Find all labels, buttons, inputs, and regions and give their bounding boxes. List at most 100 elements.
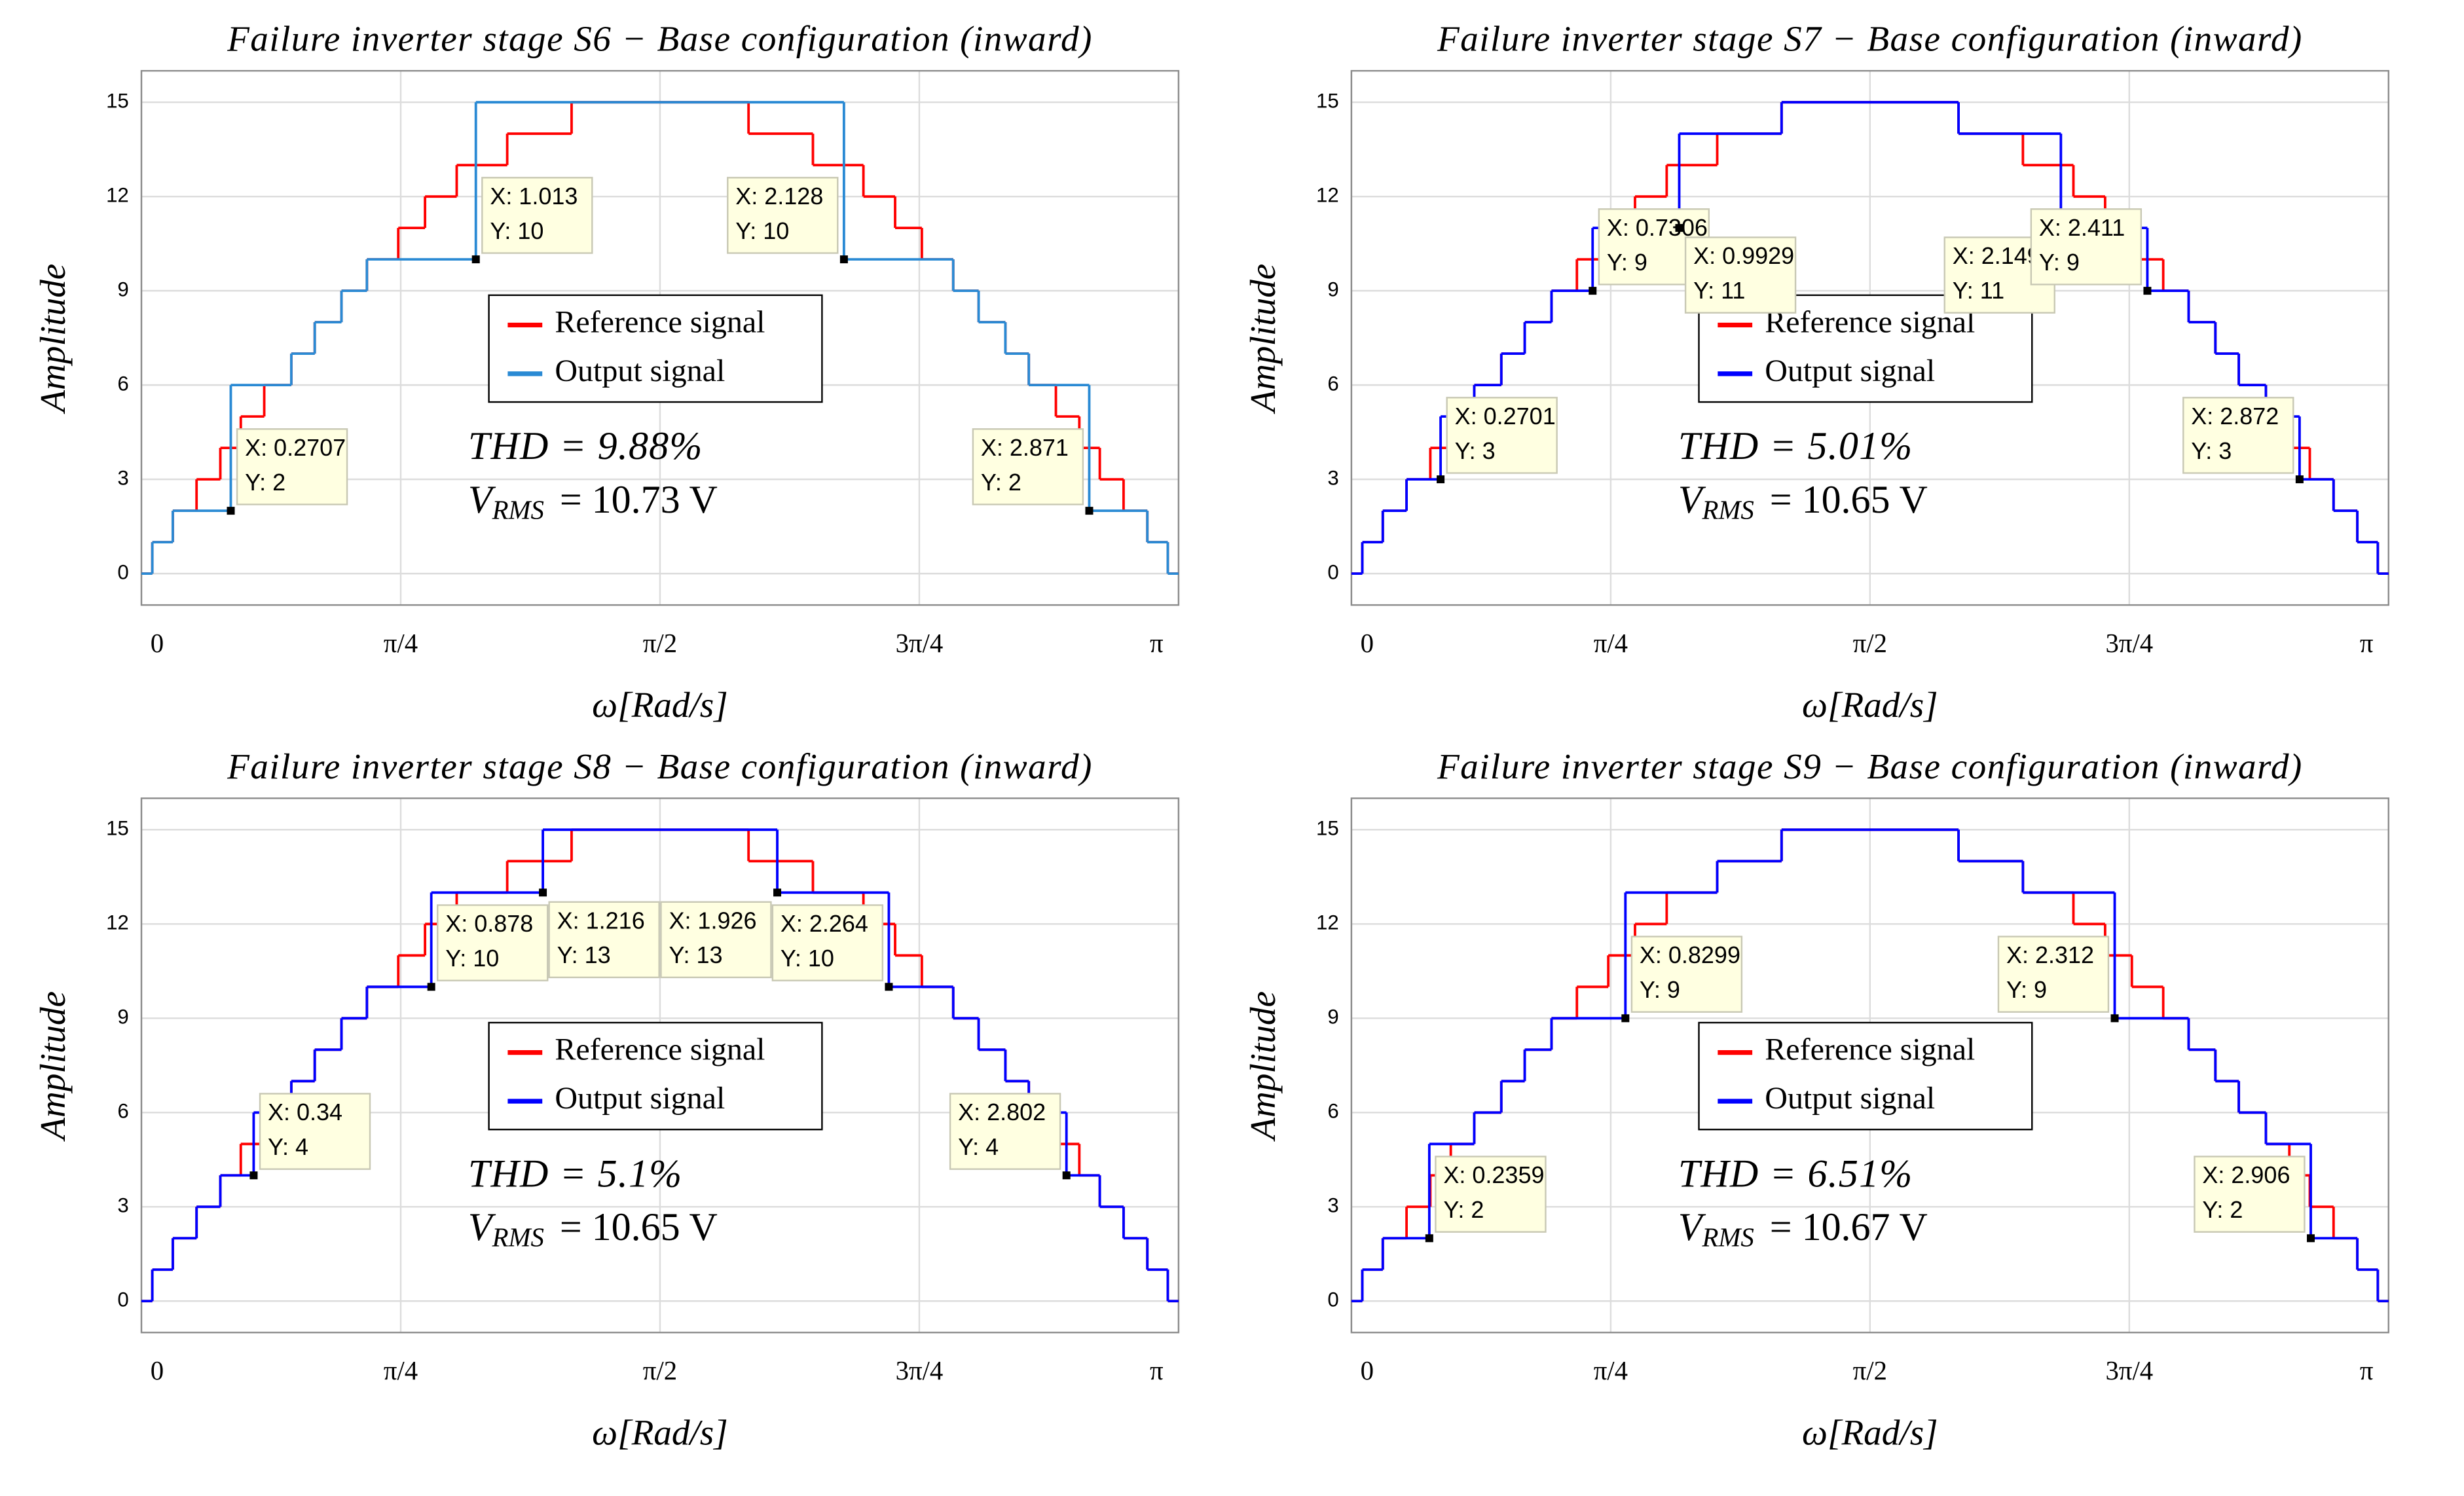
datatip-marker xyxy=(2295,475,2304,484)
x-tick-label: π xyxy=(2360,1356,2374,1385)
datatip-marker xyxy=(885,983,893,991)
datatip-marker xyxy=(1621,1014,1630,1023)
subplot: Failure inverter stage S6 − Base configu… xyxy=(33,19,1180,725)
axes-border xyxy=(140,797,1180,1334)
y-tick-label: 15 xyxy=(106,817,129,840)
legend-label: Output signal xyxy=(555,354,725,388)
datatip-text: X: 0.2707 xyxy=(245,434,346,461)
datatip-text: X: 2.264 xyxy=(781,910,868,937)
subplot: Failure inverter stage S7 − Base configu… xyxy=(1243,19,2390,725)
thd-text: THD = 5.01% xyxy=(1678,424,1913,467)
datatip-box xyxy=(1684,236,1797,314)
legend-box xyxy=(488,294,823,403)
y-tick-label: 12 xyxy=(106,183,129,206)
datatip-text: Y: 9 xyxy=(2039,249,2080,276)
datatip-text: Y: 2 xyxy=(2202,1196,2243,1223)
datatip-text: Y: 2 xyxy=(245,469,285,496)
y-tick-label: 9 xyxy=(117,278,128,301)
y-tick-label: 3 xyxy=(117,1194,128,1216)
x-axis-label: ω[Rad/s] xyxy=(1802,685,1938,725)
legend-label: Reference signal xyxy=(1765,1032,1975,1067)
thd-text: THD = 6.51% xyxy=(1678,1152,1913,1195)
vrms-value: = 10.73 V xyxy=(560,478,718,521)
y-tick-label: 6 xyxy=(117,372,128,395)
datatip-text: X: 2.411 xyxy=(2039,214,2125,241)
datatip-box xyxy=(727,177,839,254)
x-tick-label: π/4 xyxy=(1594,629,1628,658)
datatip-marker xyxy=(1675,224,1683,232)
x-tick-label: 3π/4 xyxy=(896,629,944,658)
datatip-box xyxy=(1630,936,1743,1013)
vrms-text: VRMS = 10.67 V xyxy=(1678,1205,1928,1252)
y-tick-label: 6 xyxy=(117,1100,128,1123)
x-tick-label: π xyxy=(1150,1356,1164,1385)
y-tick-label: 0 xyxy=(117,560,128,583)
datatip-text: Y: 2 xyxy=(981,469,1021,496)
datatip-marker xyxy=(227,507,235,515)
legend-label: Output signal xyxy=(555,1081,725,1116)
y-axis-label: Amplitude xyxy=(33,991,73,1142)
datatip-text: X: 0.878 xyxy=(445,910,533,937)
chart-title: Failure inverter stage S9 − Base configu… xyxy=(1437,746,2303,786)
datatip-text: Y: 9 xyxy=(1640,976,1680,1003)
datatip-text: Y: 4 xyxy=(268,1133,308,1160)
datatip-text: X: 2.872 xyxy=(2191,403,2279,429)
datatip-text: X: 0.2359 xyxy=(1443,1161,1544,1188)
y-tick-label: 12 xyxy=(1316,911,1339,934)
datatip-text: X: 0.2701 xyxy=(1455,403,1556,429)
datatip-text: Y: 10 xyxy=(490,217,543,244)
datatip-text: Y: 3 xyxy=(2191,437,2232,464)
datatip-marker xyxy=(427,983,435,991)
datatip-box xyxy=(771,904,884,981)
datatip-text: X: 1.926 xyxy=(669,907,756,934)
vrms-symbol: V xyxy=(468,1205,496,1249)
x-tick-label: π xyxy=(1150,629,1164,658)
datatip-text: Y: 13 xyxy=(557,941,611,968)
y-axis-label: Amplitude xyxy=(1243,264,1283,415)
legend-label: Reference signal xyxy=(555,304,765,339)
vrms-text: VRMS = 10.73 V xyxy=(468,478,718,525)
y-tick-label: 12 xyxy=(106,911,129,934)
datatip-box xyxy=(236,428,348,505)
datatip-text: X: 2.871 xyxy=(981,434,1069,461)
datatip-text: Y: 9 xyxy=(2006,976,2047,1003)
datatip-marker xyxy=(1589,287,1597,295)
x-tick-label: π xyxy=(2360,629,2374,658)
datatip-text: Y: 13 xyxy=(669,941,722,968)
y-tick-label: 9 xyxy=(1327,1006,1338,1029)
legend-label: Output signal xyxy=(1765,1081,1935,1116)
y-tick-label: 0 xyxy=(1327,560,1338,583)
datatip-box xyxy=(437,904,549,981)
datatip-text: X: 0.34 xyxy=(268,1099,342,1125)
x-tick-label: 0 xyxy=(1361,629,1374,658)
thd-text: THD = 5.1% xyxy=(468,1152,682,1195)
y-tick-label: 15 xyxy=(1316,89,1339,112)
datatip-text: Y: 4 xyxy=(958,1133,999,1160)
datatip-marker xyxy=(1437,475,1445,484)
y-tick-label: 9 xyxy=(1327,278,1338,301)
legend-label: Reference signal xyxy=(1765,304,1975,339)
vrms-text: VRMS = 10.65 V xyxy=(1678,478,1928,525)
vrms-symbol: V xyxy=(1678,478,1706,521)
x-tick-label: 3π/4 xyxy=(896,1356,944,1385)
axes-border xyxy=(140,69,1180,606)
datatip-text: X: 1.013 xyxy=(490,183,578,210)
axes-border xyxy=(1350,69,2390,606)
y-tick-label: 3 xyxy=(117,466,128,489)
datatip-marker xyxy=(2110,1014,2119,1023)
datatip-marker xyxy=(839,255,848,264)
y-tick-label: 9 xyxy=(117,1006,128,1029)
y-tick-label: 15 xyxy=(106,89,129,112)
datatip-marker xyxy=(1425,1234,1433,1243)
vrms-symbol: V xyxy=(468,478,496,521)
datatip-box xyxy=(660,901,772,979)
x-axis-label: ω[Rad/s] xyxy=(1802,1412,1938,1452)
y-tick-label: 3 xyxy=(1327,466,1338,489)
y-tick-label: 6 xyxy=(1327,372,1338,395)
datatip-marker xyxy=(2307,1234,2315,1243)
y-tick-label: 0 xyxy=(117,1288,128,1311)
datatip-box xyxy=(1997,936,2110,1013)
datatip-text: X: 0.7306 xyxy=(1607,214,1708,241)
legend-label: Output signal xyxy=(1765,354,1935,388)
